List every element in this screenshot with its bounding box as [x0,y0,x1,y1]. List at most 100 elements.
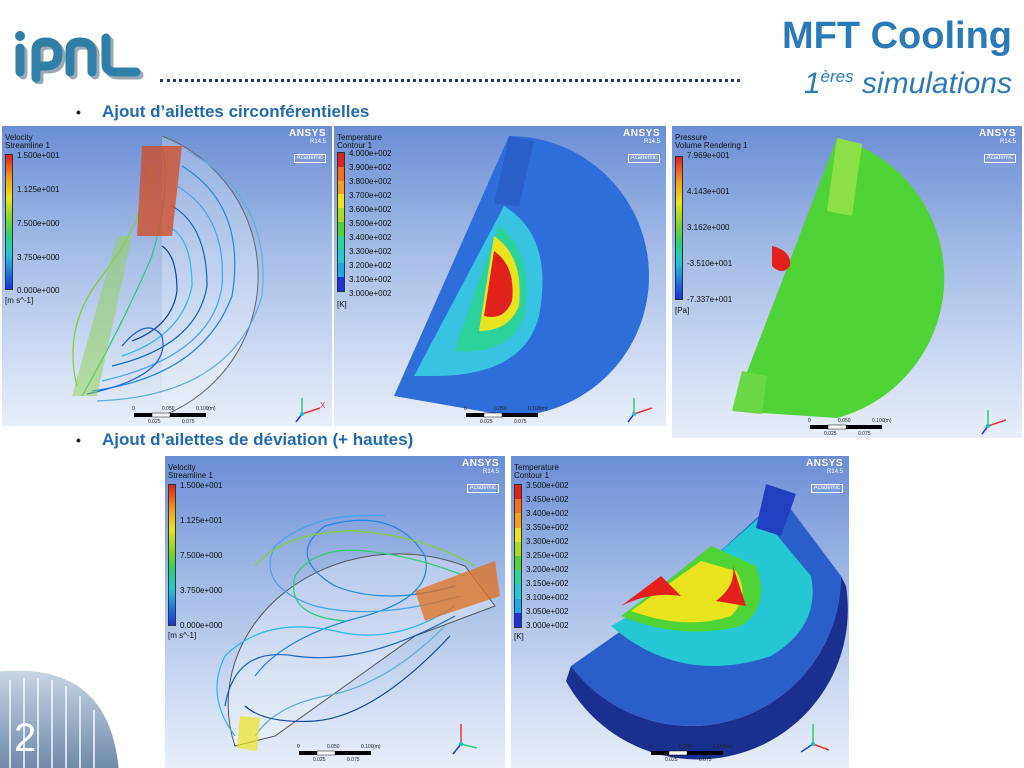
ansys-version: R14.5 [482,469,499,475]
legend-tick: 7.969e+001 [687,151,730,160]
legend-variable: Velocity [5,133,33,142]
scale-label: 0.075 [182,419,195,425]
legend-tick: 1.125e+001 [17,185,60,194]
legend-tick: 3.300e+002 [349,247,392,256]
velocity-streamline-panel-2: ANSYS R14.5 Academic Velocity Streamline … [165,456,505,768]
legend-tick: 3.300e+002 [526,537,569,546]
pressure-render [732,138,945,418]
scale-label: 0 [464,406,467,412]
legend-tick: 3.162e+000 [687,223,730,232]
subtitle-text: simulations [853,67,1012,100]
scale-label: 0.025 [480,419,493,425]
scale-bar [134,412,206,418]
ansys-brand: ANSYS R14.5 Academic [979,128,1016,164]
scale-label: 0.025 [148,419,161,425]
legend-tick: 7.500e+000 [180,551,223,560]
legend-tick: 3.200e+002 [526,565,569,574]
legend-tick: 3.050e+002 [526,607,569,616]
bullet-text: Ajout d’ailettes de déviation (+ hautes) [102,430,414,449]
legend-title: Velocity Streamline 1 [5,134,50,150]
legend-tick: 3.400e+002 [349,233,392,242]
scale-unit: (m) [540,406,548,412]
bullet-dot: • [76,104,81,120]
axis-triad-icon [627,398,653,423]
ansys-brand: ANSYS R14.5 Academic [623,128,660,164]
legend-colorbar [168,484,176,626]
legend-tick: 3.750e+000 [17,253,60,262]
ansys-edition: Academic [293,154,326,163]
legend-tick: 3.400e+002 [526,509,569,518]
temperature-render [566,484,848,760]
scale-label: 0.025 [665,757,678,763]
bullet-dot: • [76,432,81,448]
legend-unit: [K] [337,300,347,309]
legend-plot-type: Contour 1 [337,141,373,150]
legend-tick: 1.500e+001 [17,151,60,160]
scale-unit: (m) [725,744,733,750]
ansys-version: R14.5 [643,139,660,145]
legend-tick: -3.510e+001 [687,259,733,268]
scale-bar [466,412,538,418]
velocity-streamline-panel-1: ANSYS R14.5 Academic Velocity Streamline … [2,126,332,426]
scale-label: 0.100 [713,744,726,750]
scale-label: 0.050 [494,406,507,412]
legend-unit: [m s^-1] [5,296,34,305]
scale-label: 0.050 [838,418,851,424]
legend-plot-type: Streamline 1 [168,471,213,480]
legend-tick: 3.500e+002 [349,219,392,228]
ansys-edition: Academic [983,154,1016,163]
legend-colorbar [675,156,683,300]
scale-label: 0.025 [824,431,837,437]
legend-title: Temperature Contour 1 [337,134,382,150]
legend-tick: 3.700e+002 [349,191,392,200]
scale-label: 0.100 [361,744,374,750]
legend-plot-type: Streamline 1 [5,141,50,150]
legend-title: Velocity Streamline 1 [168,464,213,480]
scale-bar [299,750,371,756]
scale-bar [810,424,882,430]
legend-title: Pressure Volume Rendering 1 [675,134,748,150]
ansys-version: R14.5 [309,139,326,145]
temperature-contour-panel-2: ANSYS R14.5 Academic Temperature Contour … [511,456,849,768]
ansys-edition: Academic [627,154,660,163]
legend-tick: 3.450e+002 [526,495,569,504]
axis-triad-icon [981,410,1007,435]
bullet-deflection-fins: • Ajout d’ailettes de déviation (+ hautes… [76,430,413,450]
slide-title: MFT Cooling [781,15,1012,57]
scale-label: 0 [132,406,135,412]
legend-title: Temperature Contour 1 [514,464,559,480]
legend-tick: 3.100e+002 [526,593,569,602]
legend-tick: 0.000e+000 [17,286,60,295]
bullet-circumferential-fins: • Ajout d’ailettes circonférentielles [76,102,369,122]
temperature-contour-panel-1: ANSYS R14.5 Academic Temperature Contour … [334,126,666,426]
legend-variable: Temperature [337,133,382,142]
legend-tick: 4.143e+001 [687,187,730,196]
ansys-edition: Academic [466,484,499,493]
legend-tick: 3.600e+002 [349,205,392,214]
scale-label: 0.075 [514,419,527,425]
legend-variable: Velocity [168,463,196,472]
legend-unit: [K] [514,632,524,641]
legend-tick: 1.125e+001 [180,516,223,525]
legend-tick: 7.500e+000 [17,219,60,228]
scale-label: 0.075 [347,757,360,763]
legend-tick: 3.350e+002 [526,523,569,532]
legend-tick: 3.250e+002 [526,551,569,560]
legend-tick: 3.100e+002 [349,275,392,284]
temperature-render [394,136,649,416]
ansys-version: R14.5 [826,469,843,475]
scale-label: 0.075 [858,431,871,437]
scale-label: 0.075 [699,757,712,763]
scale-label: 0.100 [872,418,885,424]
scale-label: 0.050 [162,406,175,412]
ipnl-logo [15,31,144,84]
legend-variable: Temperature [514,463,559,472]
scale-label: 0.050 [327,744,340,750]
header-divider [160,79,740,82]
axis-triad-icon [295,398,321,423]
scale-unit: (m) [208,406,216,412]
legend-colorbar [514,484,522,628]
legend-tick: 3.200e+002 [349,261,392,270]
legend-tick: 3.500e+002 [526,481,569,490]
ansys-name: ANSYS [623,128,660,139]
